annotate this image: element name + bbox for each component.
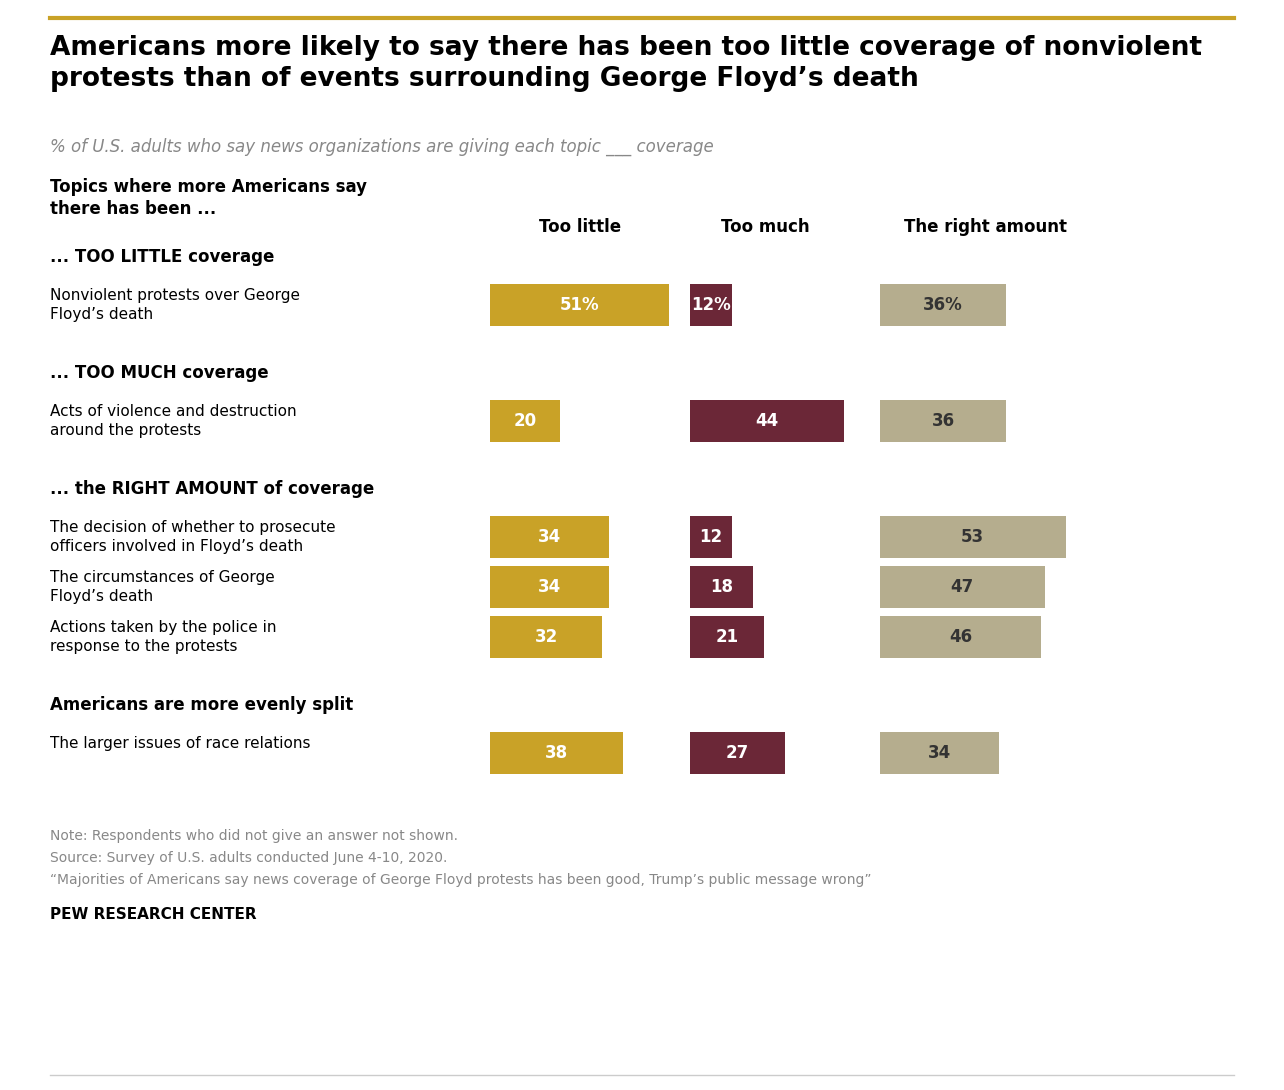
Bar [490, 516, 609, 558]
Text: The right amount: The right amount [904, 218, 1067, 237]
Text: 34: 34 [538, 578, 561, 596]
Text: 21: 21 [715, 628, 738, 646]
Text: PEW RESEARCH CENTER: PEW RESEARCH CENTER [50, 907, 257, 922]
Bar [690, 732, 785, 774]
Text: Americans more likely to say there has been too little coverage of nonviolent
pr: Americans more likely to say there has b… [50, 35, 1202, 92]
Text: 32: 32 [534, 628, 557, 646]
Text: Nonviolent protests over George
Floyd’s death: Nonviolent protests over George Floyd’s … [50, 288, 300, 322]
Text: 47: 47 [950, 578, 973, 596]
Bar [690, 400, 844, 443]
Text: % of U.S. adults who say news organizations are giving each topic ___ coverage: % of U.S. adults who say news organizati… [50, 138, 714, 156]
Text: 18: 18 [710, 578, 733, 596]
Bar [690, 516, 732, 558]
Bar [490, 566, 609, 608]
Text: 36%: 36% [923, 296, 963, 314]
Text: 38: 38 [544, 744, 568, 762]
Text: ... TOO MUCH coverage: ... TOO MUCH coverage [50, 364, 268, 381]
Text: Source: Survey of U.S. adults conducted June 4-10, 2020.: Source: Survey of U.S. adults conducted … [50, 851, 447, 865]
Text: ... the RIGHT AMOUNT of coverage: ... the RIGHT AMOUNT of coverage [50, 480, 374, 498]
Text: Too much: Too much [720, 218, 809, 237]
Text: ... TOO LITTLE coverage: ... TOO LITTLE coverage [50, 249, 275, 266]
Text: 36: 36 [931, 412, 954, 429]
Bar [880, 284, 1005, 326]
Bar [690, 566, 752, 608]
Text: The larger issues of race relations: The larger issues of race relations [50, 736, 311, 751]
Bar [880, 400, 1005, 443]
Text: The circumstances of George
Floyd’s death: The circumstances of George Floyd’s deat… [50, 570, 275, 604]
Bar [490, 284, 669, 326]
Text: 12%: 12% [691, 296, 731, 314]
Bar [690, 616, 764, 658]
Text: Too little: Too little [539, 218, 621, 237]
Text: 46: 46 [949, 628, 972, 646]
Text: Topics where more Americans say
there has been ...: Topics where more Americans say there ha… [50, 178, 367, 218]
Bar [690, 284, 732, 326]
Text: 20: 20 [514, 412, 537, 429]
Bar [880, 516, 1066, 558]
Text: 51%: 51% [560, 296, 600, 314]
Text: Americans are more evenly split: Americans are more evenly split [50, 697, 353, 714]
Bar [880, 616, 1041, 658]
Text: 12: 12 [700, 528, 723, 546]
Bar [490, 616, 602, 658]
Text: Actions taken by the police in
response to the protests: Actions taken by the police in response … [50, 620, 276, 654]
Text: 53: 53 [962, 528, 985, 546]
Bar [490, 732, 623, 774]
Bar [880, 566, 1044, 608]
Text: 34: 34 [538, 528, 561, 546]
Text: 44: 44 [755, 412, 778, 429]
Text: The decision of whether to prosecute
officers involved in Floyd’s death: The decision of whether to prosecute off… [50, 520, 335, 554]
Bar [880, 732, 999, 774]
Text: 34: 34 [928, 744, 951, 762]
Text: Acts of violence and destruction
around the protests: Acts of violence and destruction around … [50, 404, 297, 437]
Text: “Majorities of Americans say news coverage of George Floyd protests has been goo: “Majorities of Americans say news covera… [50, 873, 872, 887]
Text: Note: Respondents who did not give an answer not shown.: Note: Respondents who did not give an an… [50, 829, 458, 843]
Bar [490, 400, 560, 443]
Text: 27: 27 [725, 744, 749, 762]
